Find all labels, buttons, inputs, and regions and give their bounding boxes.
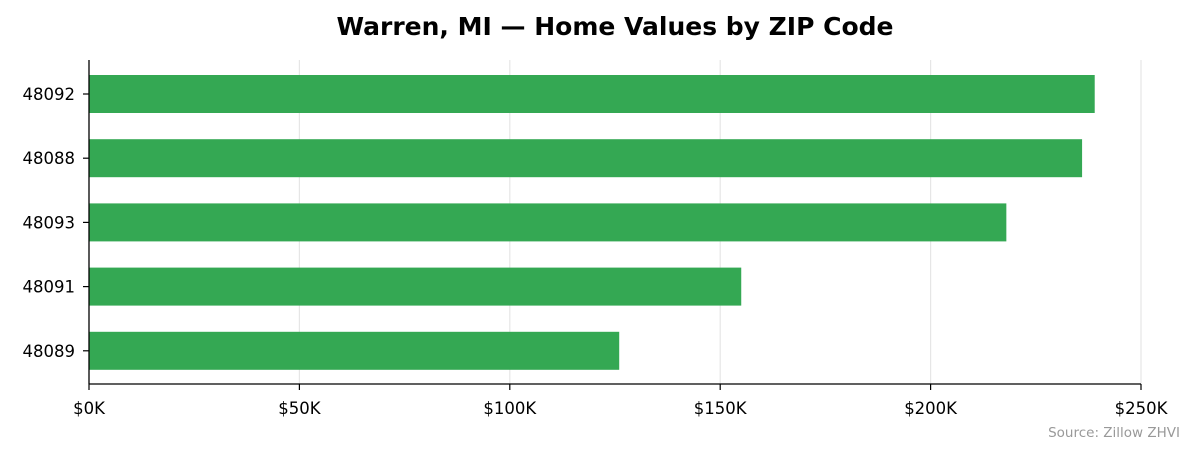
bar-48089 [89,331,620,370]
x-tick-label: $100K [483,399,537,418]
y-tick-label-48093: 48093 [23,213,76,232]
y-tick-label-48088: 48088 [23,149,76,168]
bar-48091 [89,267,742,306]
x-tick-label: $250K [1115,399,1169,418]
chart-title: Warren, MI — Home Values by ZIP Code [336,12,893,41]
bars [89,75,1095,370]
x-tick-label: $0K [73,399,106,418]
y-tick-label-48091: 48091 [23,278,76,297]
y-tick-label-48092: 48092 [23,85,76,104]
x-tick-label: $50K [278,399,321,418]
bar-48088 [89,139,1083,178]
bar-48092 [89,75,1095,113]
y-tick-labels: 48092 48088 48093 48091 48089 [23,85,89,361]
bar-48093 [89,203,1007,242]
y-tick-label-48089: 48089 [23,342,76,361]
x-tick-labels: $0K $50K $100K $150K $200K $250K [73,384,1169,418]
x-tick-label: $150K [694,399,748,418]
source-note: Source: Zillow ZHVI [1048,425,1180,441]
x-tick-label: $200K [904,399,958,418]
